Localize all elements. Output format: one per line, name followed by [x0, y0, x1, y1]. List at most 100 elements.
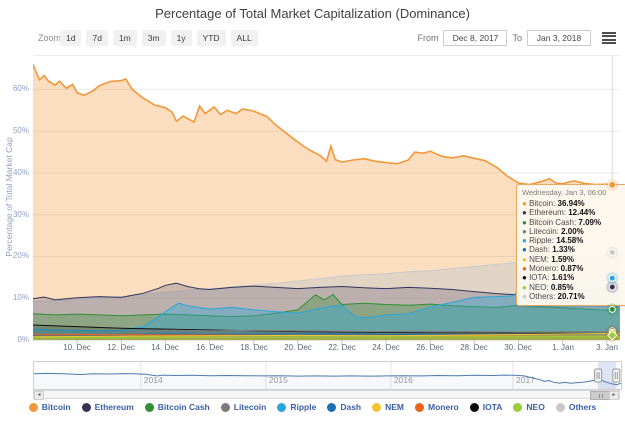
legend-label: Bitcoin Cash — [157, 402, 210, 412]
legend-label: IOTA — [482, 402, 503, 412]
zoom-button-7d[interactable]: 7d — [86, 30, 108, 46]
zoom-button-all[interactable]: ALL — [230, 30, 258, 46]
x-axis-label: 18. Dec — [240, 343, 268, 352]
tooltip-header: Wednesday, Jan 3, 06:00 — [522, 188, 607, 197]
to-date-input[interactable] — [527, 30, 591, 46]
scrollbar[interactable]: ◄ ► — [33, 390, 620, 400]
legend-item-dash[interactable]: Dash — [327, 402, 361, 412]
date-range-controls: From To — [417, 30, 616, 46]
tooltip-rows: ● Bitcoin: 36.94% ● Ethereum: 12.44% ● Bit… — [522, 199, 621, 301]
y-axis-label: 30% — [12, 210, 29, 219]
legend: Bitcoin Ethereum Bitcoin Cash Litecoin Rippl… — [0, 402, 625, 412]
from-date-input[interactable] — [443, 30, 508, 46]
legend-marker-icon — [415, 402, 425, 412]
legend-item-nem[interactable]: NEM — [372, 402, 404, 412]
legend-marker-icon — [372, 402, 382, 412]
x-axis-label: 28. Dec — [460, 343, 488, 352]
legend-item-ethereum[interactable]: Ethereum — [81, 402, 134, 412]
x-axis-label: 22. Dec — [328, 343, 356, 352]
legend-item-bitcoin-cash[interactable]: Bitcoin Cash — [144, 402, 210, 412]
x-axis-label: 16. Dec — [196, 343, 224, 352]
navigator[interactable]: 2014 2015 2016 2017 — [33, 361, 622, 390]
legend-marker-icon — [469, 402, 479, 412]
tooltip-row-ethereum: ● Ethereum: 12.44% — [522, 208, 596, 218]
legend-label: Dash — [340, 402, 362, 412]
series-bullet-icon: ● — [522, 282, 527, 292]
navigator-selection — [598, 362, 617, 389]
series-line-neo — [33, 335, 620, 338]
series-bullet-icon: ● — [522, 208, 527, 218]
tooltip-row-dash: ● Dash: 1.33% — [522, 245, 575, 255]
zoom-button-1m[interactable]: 1m — [112, 30, 137, 46]
legend-label: Litecoin — [233, 402, 267, 412]
navigator-handle — [612, 368, 621, 383]
legend-marker-icon — [555, 402, 565, 412]
tooltip-row-iota: ● IOTA: 1.61% — [522, 273, 575, 283]
series-area-others — [33, 253, 620, 340]
series-bullet-icon: ● — [522, 264, 527, 274]
series-area-ripple — [33, 279, 620, 340]
x-axis-label: 3. Jan — [596, 343, 618, 352]
navigator-year-label: 2014 — [144, 375, 163, 385]
zoom-button-1y[interactable]: 1y — [170, 30, 192, 46]
export-menu-icon[interactable] — [602, 32, 616, 44]
series-bullet-icon: ● — [522, 273, 527, 283]
series-bullet-icon: ● — [522, 254, 527, 264]
x-axis-label: 30. Dec — [504, 343, 532, 352]
y-axis-label: 50% — [12, 126, 29, 135]
x-axis-label: 12. Dec — [107, 343, 135, 352]
legend-item-bitcoin[interactable]: Bitcoin — [28, 402, 71, 412]
zoom-button-ytd[interactable]: YTD — [196, 30, 226, 46]
series-line-bitcoin — [33, 64, 620, 187]
x-axis-label: 1. Jan — [552, 343, 574, 352]
plot-area[interactable] — [33, 55, 620, 346]
legend-label: Bitcoin — [41, 402, 71, 412]
chart-title: Percentage of Total Market Capitalizatio… — [155, 6, 470, 21]
legend-item-litecoin[interactable]: Litecoin — [220, 402, 267, 412]
series-line-dash — [33, 333, 620, 336]
zoom-button-group: 1d 7d 1m 3m 1y YTD ALL — [60, 30, 258, 46]
legend-item-iota[interactable]: IOTA — [469, 402, 503, 412]
y-axis-label: 40% — [12, 168, 29, 177]
series-line-iota — [33, 324, 620, 334]
legend-label: Others — [568, 402, 597, 412]
legend-item-monero[interactable]: Monero — [415, 402, 459, 412]
legend-item-others[interactable]: Others — [555, 402, 597, 412]
x-axis-label: 26. Dec — [416, 343, 444, 352]
legend-item-neo[interactable]: NEO — [513, 402, 545, 412]
x-axis-label: 10. Dec — [63, 343, 91, 352]
x-axis-label: 14. Dec — [151, 343, 179, 352]
legend-label: Monero — [428, 402, 459, 412]
series-line-litecoin — [33, 329, 620, 337]
y-axis-label: 20% — [12, 251, 29, 260]
scrollbar-left-arrow-icon[interactable]: ◄ — [34, 391, 44, 400]
navigator-handle — [594, 368, 603, 383]
navigator-year-label: 2015 — [269, 375, 288, 385]
tooltip-row-ripple: ● Ripple: 14.58% — [522, 236, 584, 246]
legend-label: NEO — [526, 402, 545, 412]
legend-marker-icon — [81, 402, 91, 412]
legend-label: NEM — [385, 402, 405, 412]
scrollbar-right-arrow-icon[interactable]: ► — [609, 391, 619, 400]
legend-marker-icon — [513, 402, 523, 412]
tooltip: Wednesday, Jan 3, 06:00 ● Bitcoin: 36.94… — [516, 184, 625, 307]
tooltip-row-others: ● Others: 20.71% — [522, 291, 585, 301]
series-line-bitcoin-cash — [33, 293, 620, 318]
x-axis-label: 20. Dec — [284, 343, 312, 352]
tooltip-row-monero: ● Monero: 0.87% — [522, 264, 584, 274]
from-label: From — [417, 33, 439, 43]
y-axis-label: 10% — [12, 293, 29, 302]
tooltip-row-bitcoin: ● Bitcoin: 36.94% — [522, 199, 585, 208]
series-bullet-icon: ● — [522, 226, 527, 236]
tooltip-row-nem: ● NEM: 1.59% — [522, 254, 574, 264]
series-bullet-icon: ● — [522, 236, 527, 246]
tooltip-row-litecoin: ● Litecoin: 2.00% — [522, 226, 584, 236]
navigator-year-label: 2016 — [394, 375, 413, 385]
zoom-label: Zoom — [38, 33, 62, 43]
y-axis-label: 0% — [17, 335, 29, 344]
series-area-bitcoin-cash — [33, 294, 620, 340]
zoom-button-1d[interactable]: 1d — [60, 30, 82, 46]
zoom-button-3m[interactable]: 3m — [141, 30, 166, 46]
legend-marker-icon — [144, 402, 154, 412]
legend-item-ripple[interactable]: Ripple — [277, 402, 316, 412]
